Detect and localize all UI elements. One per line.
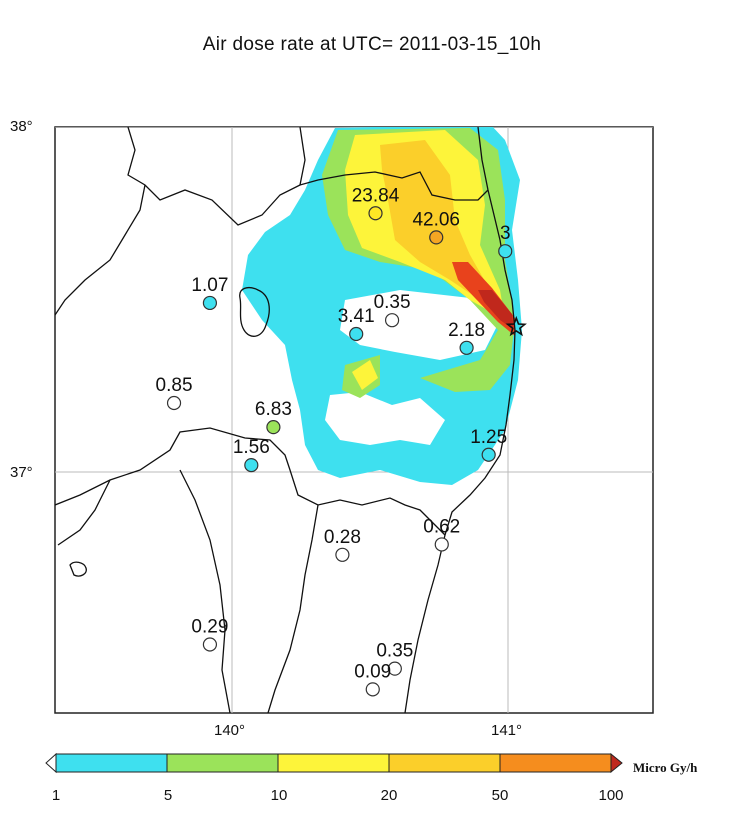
station-value-label: 3.41: [338, 306, 375, 327]
colorbar-tick: 1: [51, 787, 61, 804]
colorbar-segment: [388, 753, 501, 773]
station-1: 42.06: [412, 209, 460, 245]
station-value-label: 3: [500, 223, 511, 244]
station-marker: [368, 206, 383, 221]
station-marker: [429, 230, 444, 245]
station-marker: [384, 313, 400, 328]
colorbar-low-arrow: [45, 752, 57, 774]
station-value-label: 1.07: [191, 275, 228, 296]
station-marker: [202, 295, 218, 311]
station-15: 0.09: [354, 661, 391, 697]
station-marker: [387, 661, 402, 676]
colorbar-high-arrow: [610, 752, 623, 774]
station-4: 0.35: [374, 292, 411, 328]
station-marker: [166, 395, 182, 411]
colorbar: [45, 752, 623, 774]
lon-label-141: 141°: [491, 722, 523, 739]
station-marker: [459, 340, 474, 355]
coastline: [404, 127, 516, 713]
station-marker: [202, 637, 218, 652]
station-marker: [266, 420, 281, 435]
lake-inawashiro: [239, 287, 270, 337]
colorbar-tick: 20: [380, 787, 398, 804]
boundary-lines: [55, 127, 516, 713]
colorbar-segment: [277, 753, 390, 773]
station-value-label: 2.18: [448, 320, 485, 341]
station-value-label: 42.06: [412, 209, 460, 230]
station-12: 0.28: [324, 527, 361, 562]
colorbar-segment: [55, 753, 168, 773]
station-marker: [434, 537, 449, 552]
station-6: 2.18: [448, 320, 485, 355]
station-value-label: 0.35: [376, 641, 413, 662]
colorbar-unit: Micro Gy/h: [633, 760, 698, 775]
station-value-label: 1.25: [470, 427, 507, 448]
station-value-label: 0.29: [191, 617, 228, 638]
colorbar-tick: 100: [598, 787, 624, 804]
station-value-label: 0.62: [423, 516, 460, 537]
colorbar-tick: 10: [270, 787, 288, 804]
station-8: 6.83: [255, 399, 292, 435]
station-value-label: 0.35: [374, 292, 411, 313]
station-marker: [244, 458, 259, 473]
station-9: 1.56: [233, 437, 270, 473]
station-7: 0.85: [156, 375, 193, 411]
colorbar-tick: 50: [491, 787, 509, 804]
station-10: 1.25: [470, 427, 507, 462]
station-3: 1.07: [191, 275, 228, 311]
station-marker: [365, 682, 380, 697]
station-marker: [335, 547, 350, 562]
map-title: Air dose rate at UTC= 2011-03-15_10h: [202, 34, 542, 55]
station-13: 0.29: [191, 617, 228, 652]
station-11: 0.62: [423, 516, 460, 552]
station-marker: [481, 447, 496, 462]
station-5: 3.41: [338, 306, 375, 342]
dose-plume: [242, 127, 522, 485]
colorbar-segment: [166, 753, 279, 773]
station-14: 0.35: [376, 641, 413, 676]
station-value-label: 0.09: [354, 661, 391, 682]
station-value-label: 6.83: [255, 399, 292, 420]
station-value-label: 0.85: [156, 375, 193, 396]
station-marker: [498, 244, 513, 259]
station-2: 3: [498, 223, 513, 259]
star-icon: [505, 315, 527, 337]
colorbar-segment: [499, 753, 612, 773]
lon-label-140: 140°: [214, 722, 246, 739]
station-value-label: 23.84: [352, 185, 400, 206]
lat-label-37: 37°: [10, 464, 33, 481]
station-marker: [349, 326, 364, 342]
colorbar-tick: 5: [163, 787, 173, 804]
lat-label-38: 38°: [10, 118, 33, 135]
station-value-label: 0.28: [324, 527, 361, 548]
station-value-label: 1.56: [233, 437, 270, 458]
station-0: 23.84: [352, 185, 400, 221]
